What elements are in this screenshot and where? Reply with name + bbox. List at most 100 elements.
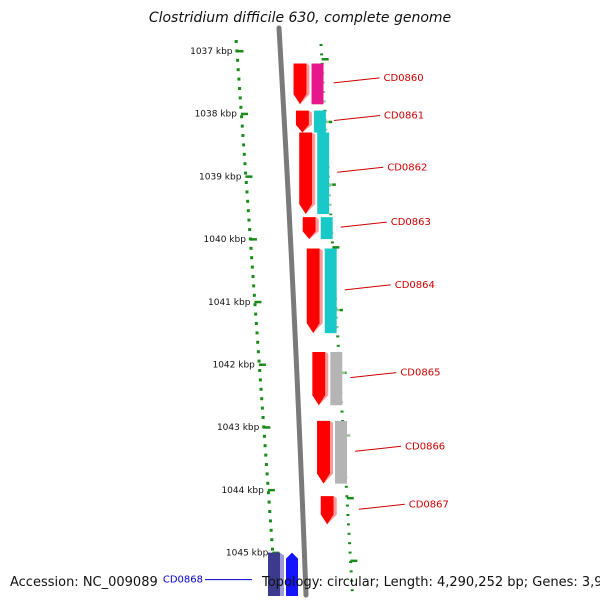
gene-arrow-partner-shade xyxy=(347,422,351,484)
ruler-major-tick xyxy=(254,300,262,304)
ruler-minor-tick xyxy=(264,463,268,466)
ruler-minor-tick xyxy=(264,453,268,457)
ruler-minor-tick xyxy=(268,510,272,513)
gene-arrow-main-shade xyxy=(302,110,312,133)
gene-arrow-main xyxy=(320,496,334,525)
gene-arrow-main xyxy=(302,217,316,240)
ruler-minor-tick xyxy=(247,218,251,222)
accession-label: Accession: NC_009089 xyxy=(10,575,158,590)
track-minor-tick xyxy=(320,53,324,56)
gene-arrow-partner-shade xyxy=(325,112,329,133)
ruler-minor-tick xyxy=(243,162,247,166)
ruler-minor-tick xyxy=(266,491,270,495)
ruler-minor-tick xyxy=(250,256,254,260)
ruler-label: 1042 kbp xyxy=(212,361,255,371)
track-major-tick xyxy=(350,559,358,563)
ruler-minor-tick xyxy=(241,134,245,137)
gene-label: CD0862 xyxy=(387,162,427,173)
track-minor-tick xyxy=(336,344,340,347)
track-minor-tick xyxy=(348,542,352,545)
ruler-minor-tick xyxy=(242,152,246,156)
gene-arrow-partner xyxy=(268,552,280,596)
ruler-major-tick xyxy=(249,238,257,241)
genome-backbone xyxy=(276,25,309,598)
ruler-minor-tick xyxy=(253,303,257,307)
track-minor-tick xyxy=(344,485,348,488)
gene-arrow-partner-shade xyxy=(323,65,327,105)
gene-arrow-main-shade xyxy=(309,217,319,240)
ruler-major-tick xyxy=(267,488,275,492)
ruler-label: 1041 kbp xyxy=(208,298,251,308)
track-minor-tick xyxy=(348,551,352,554)
gene-arrow-partner-shade xyxy=(332,219,336,240)
gene-arrow-partner xyxy=(311,63,324,105)
gene-arrow-main xyxy=(312,351,326,406)
gene-arrow-main xyxy=(299,132,313,215)
track-minor-tick xyxy=(340,410,344,413)
gene-label: CD0867 xyxy=(409,499,449,510)
gene-arrow-main-shade xyxy=(323,420,334,484)
track-minor-tick xyxy=(349,570,353,573)
ruler-minor-tick xyxy=(238,87,242,90)
track-minor-tick xyxy=(346,514,350,516)
ruler-minor-tick xyxy=(260,397,264,401)
ruler-minor-tick xyxy=(256,350,260,354)
ruler-minor-tick xyxy=(236,58,240,62)
ruler-minor-tick xyxy=(256,340,260,344)
gene-arrow-partner xyxy=(330,351,343,406)
track-minor-tick xyxy=(350,579,354,582)
ruler-minor-tick xyxy=(254,322,258,325)
ruler-label: 1045 kbp xyxy=(226,549,269,559)
gene-arrow-main xyxy=(317,420,331,484)
ruler-minor-tick xyxy=(246,199,250,203)
gene-arrow-partner xyxy=(335,420,348,484)
gene-label-line xyxy=(350,372,397,379)
ruler-label: 1043 kbp xyxy=(217,423,260,433)
gene-label: CD0861 xyxy=(384,111,424,122)
ruler-label: 1038 kbp xyxy=(195,110,238,120)
ruler-major-tick xyxy=(263,426,271,429)
ruler-minor-tick xyxy=(254,312,258,316)
ruler-minor-tick xyxy=(258,369,262,372)
track-major-tick xyxy=(332,246,340,249)
ruler-minor-tick xyxy=(252,293,256,297)
ruler-minor-tick xyxy=(262,434,266,438)
gene-label-line xyxy=(333,77,380,84)
ruler-minor-tick xyxy=(251,275,255,278)
gene-label-line xyxy=(333,115,380,122)
ruler-minor-tick xyxy=(260,406,264,410)
ruler-minor-tick xyxy=(242,143,246,147)
track-minor-tick xyxy=(330,241,334,244)
track-minor-tick xyxy=(336,335,340,338)
track-minor-tick xyxy=(345,495,349,498)
gene-label: CD0865 xyxy=(400,368,440,379)
gene-arrow-main xyxy=(293,63,307,105)
ruler-minor-tick xyxy=(261,416,265,419)
ruler-minor-tick xyxy=(236,68,240,72)
ruler-label: 1037 kbp xyxy=(190,47,233,57)
ruler-minor-tick xyxy=(267,500,271,504)
ruler-major-tick xyxy=(240,112,248,116)
gene-arrow-partner xyxy=(324,248,337,334)
gene-arrow-main-shade xyxy=(300,63,310,105)
gene-label: CD0860 xyxy=(384,73,424,84)
ruler-label: 1044 kbp xyxy=(221,486,264,496)
ruler-minor-tick xyxy=(263,444,267,448)
track-minor-tick xyxy=(346,523,350,526)
track-minor-tick xyxy=(345,504,349,507)
ruler-minor-tick xyxy=(255,331,259,335)
gene-label: CD0866 xyxy=(405,441,445,452)
gene-label-line xyxy=(358,503,405,510)
gene-arrow-main-shade xyxy=(318,351,329,406)
genome-title: Clostridium difficile 630, complete geno… xyxy=(148,10,452,26)
ruler-minor-tick xyxy=(249,246,253,250)
ruler-minor-tick xyxy=(248,228,252,231)
ruler-minor-tick xyxy=(240,115,244,119)
ruler-minor-tick xyxy=(250,265,254,269)
ruler-label: 1039 kbp xyxy=(199,172,242,182)
gene-arrow-partner xyxy=(320,217,333,240)
gene-arrow-main xyxy=(286,552,298,596)
ruler-major-tick xyxy=(245,175,253,178)
